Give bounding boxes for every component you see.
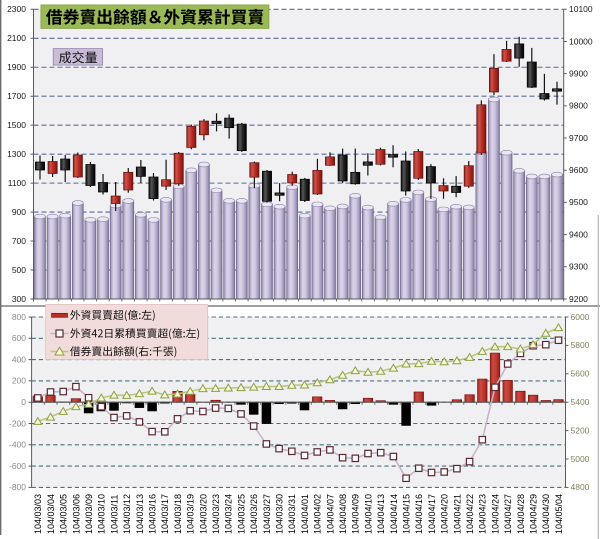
svg-text:104/03/06: 104/03/06 [71,494,81,534]
svg-text:104/04/15: 104/04/15 [402,494,412,534]
svg-text:104/04/30: 104/04/30 [541,494,551,534]
svg-text:104/03/04: 104/03/04 [46,494,56,534]
svg-text:-400: -400 [9,440,26,450]
svg-text:104/03/17: 104/03/17 [160,494,170,534]
svg-text:104/04/23: 104/04/23 [478,494,488,534]
svg-text:10100: 10100 [569,4,593,14]
svg-text:5400: 5400 [571,397,590,407]
svg-text:104/03/05: 104/03/05 [59,494,69,534]
svg-text:700: 700 [12,236,26,246]
svg-text:800: 800 [12,312,26,322]
svg-text:104/03/13: 104/03/13 [135,494,145,534]
svg-text:-800: -800 [9,482,26,492]
svg-text:5200: 5200 [571,425,590,435]
svg-text:-600: -600 [9,461,26,471]
svg-text:104/04/27: 104/04/27 [503,494,513,534]
svg-text:9500: 9500 [569,197,588,207]
svg-text:9600: 9600 [569,165,588,175]
svg-text:104/04/29: 104/04/29 [529,494,539,534]
svg-text:104/04/20: 104/04/20 [440,494,450,534]
svg-text:104/04/24: 104/04/24 [490,494,500,534]
svg-text:104/04/16: 104/04/16 [414,494,424,534]
svg-text:104/03/09: 104/03/09 [84,494,94,534]
svg-text:1900: 1900 [7,62,26,72]
svg-text:104/04/28: 104/04/28 [516,494,526,534]
svg-text:1700: 1700 [7,91,26,101]
svg-text:104/03/11: 104/03/11 [109,495,119,534]
svg-text:104/03/12: 104/03/12 [122,494,132,534]
svg-text:104/03/23: 104/03/23 [211,494,221,534]
svg-text:9900: 9900 [569,68,588,78]
svg-text:104/04/21: 104/04/21 [452,494,462,534]
svg-text:5600: 5600 [571,369,590,379]
svg-text:1300: 1300 [7,149,26,159]
svg-text:300: 300 [12,294,26,304]
svg-text:0: 0 [21,397,26,407]
svg-text:9800: 9800 [569,101,588,111]
svg-text:2100: 2100 [7,33,26,43]
svg-text:500: 500 [12,265,26,275]
svg-text:5000: 5000 [571,454,590,464]
svg-text:10000: 10000 [569,36,593,46]
svg-text:104/03/10: 104/03/10 [97,494,107,534]
svg-text:900: 900 [12,207,26,217]
svg-text:104/04/02: 104/04/02 [313,494,323,534]
svg-text:6000: 6000 [571,312,590,322]
svg-text:104/04/10: 104/04/10 [363,494,373,534]
svg-text:104/04/07: 104/04/07 [325,494,335,534]
svg-text:104/03/27: 104/03/27 [262,494,272,534]
svg-text:104/03/25: 104/03/25 [236,494,246,534]
svg-text:104/03/16: 104/03/16 [148,494,158,534]
svg-text:400: 400 [12,354,26,364]
svg-text:4800: 4800 [571,482,590,492]
svg-text:104/03/24: 104/03/24 [224,494,234,534]
svg-text:104/04/22: 104/04/22 [465,494,475,534]
svg-text:9300: 9300 [569,262,588,272]
svg-text:104/04/01: 104/04/01 [300,494,310,534]
svg-text:9200: 9200 [569,294,588,304]
svg-text:9400: 9400 [569,229,588,239]
svg-text:104/03/03: 104/03/03 [33,494,43,534]
svg-text:-200: -200 [9,418,26,428]
svg-text:1100: 1100 [8,178,27,188]
svg-text:9700: 9700 [569,133,588,143]
svg-text:104/03/18: 104/03/18 [173,494,183,534]
svg-text:104/04/09: 104/04/09 [351,494,361,534]
svg-text:104/03/26: 104/03/26 [249,494,259,534]
svg-text:200: 200 [12,376,26,386]
svg-text:2300: 2300 [7,4,26,14]
svg-text:104/04/14: 104/04/14 [389,494,399,534]
svg-text:5800: 5800 [571,340,590,350]
svg-text:600: 600 [12,333,26,343]
svg-text:104/04/08: 104/04/08 [338,494,348,534]
svg-text:1500: 1500 [7,120,26,130]
svg-text:104/03/19: 104/03/19 [186,494,196,534]
svg-text:104/04/13: 104/04/13 [376,494,386,534]
svg-text:104/05/04: 104/05/04 [554,494,564,534]
svg-text:104/03/31: 104/03/31 [287,494,297,534]
svg-text:104/03/20: 104/03/20 [198,494,208,534]
svg-text:104/04/17: 104/04/17 [427,494,437,534]
svg-text:104/03/30: 104/03/30 [275,494,285,534]
